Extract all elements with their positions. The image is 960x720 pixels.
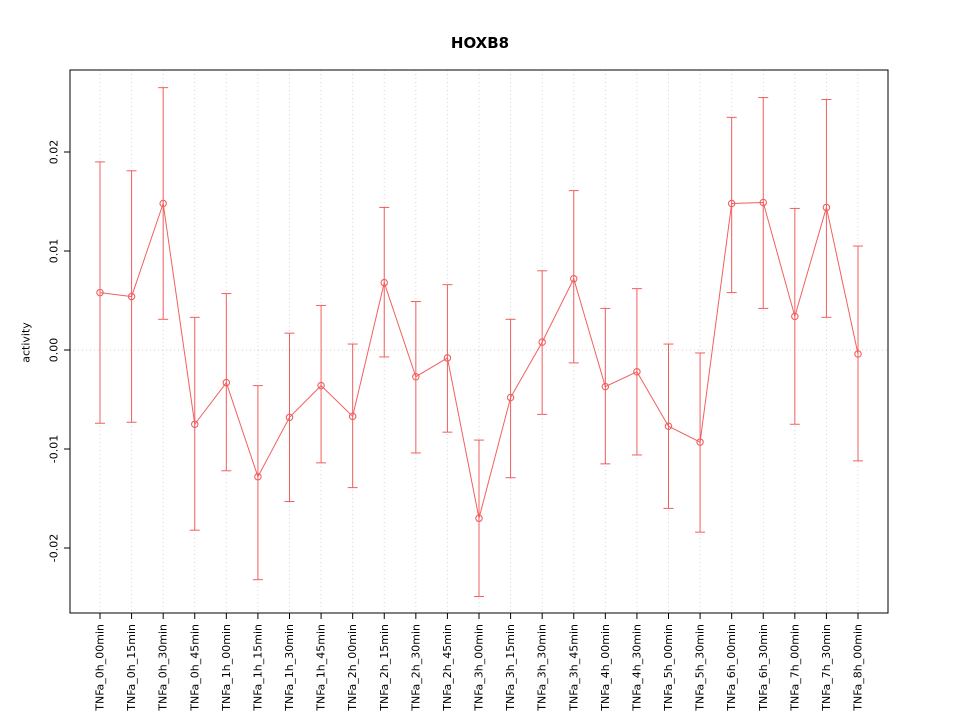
svg-text:TNFa_8h_00min: TNFa_8h_00min — [852, 624, 865, 712]
svg-text:TNFa_5h_30min: TNFa_5h_30min — [694, 624, 707, 712]
svg-text:TNFa_2h_45min: TNFa_2h_45min — [441, 624, 454, 712]
svg-text:0.02: 0.02 — [48, 140, 61, 165]
svg-text:0.01: 0.01 — [48, 239, 61, 264]
svg-text:TNFa_0h_45min: TNFa_0h_45min — [188, 624, 201, 712]
svg-text:TNFa_5h_00min: TNFa_5h_00min — [662, 624, 675, 712]
svg-text:TNFa_4h_00min: TNFa_4h_00min — [599, 624, 612, 712]
svg-text:TNFa_7h_30min: TNFa_7h_30min — [820, 624, 833, 712]
svg-text:-0.02: -0.02 — [48, 534, 61, 562]
svg-text:TNFa_2h_30min: TNFa_2h_30min — [409, 624, 422, 712]
svg-text:TNFa_4h_30min: TNFa_4h_30min — [630, 624, 643, 712]
svg-text:TNFa_0h_30min: TNFa_0h_30min — [157, 624, 170, 712]
svg-text:TNFa_0h_15min: TNFa_0h_15min — [125, 624, 138, 712]
chart-title: HOXB8 — [450, 34, 510, 52]
svg-text:TNFa_1h_00min: TNFa_1h_00min — [220, 624, 233, 712]
svg-text:TNFa_2h_15min: TNFa_2h_15min — [378, 624, 391, 712]
svg-text:TNFa_3h_30min: TNFa_3h_30min — [536, 624, 549, 712]
svg-text:0.00: 0.00 — [48, 338, 61, 363]
svg-text:TNFa_6h_00min: TNFa_6h_00min — [725, 624, 738, 712]
svg-text:TNFa_0h_00min: TNFa_0h_00min — [94, 624, 107, 712]
svg-text:TNFa_1h_15min: TNFa_1h_15min — [251, 624, 264, 712]
svg-text:TNFa_7h_00min: TNFa_7h_00min — [788, 624, 801, 712]
svg-text:TNFa_1h_30min: TNFa_1h_30min — [283, 624, 296, 712]
svg-text:TNFa_3h_00min: TNFa_3h_00min — [473, 624, 486, 712]
svg-text:TNFa_1h_45min: TNFa_1h_45min — [315, 624, 328, 712]
svg-text:TNFa_2h_00min: TNFa_2h_00min — [346, 624, 359, 712]
svg-text:TNFa_3h_15min: TNFa_3h_15min — [504, 624, 517, 712]
svg-text:TNFa_6h_30min: TNFa_6h_30min — [757, 624, 770, 712]
svg-text:-0.01: -0.01 — [48, 435, 61, 463]
svg-text:TNFa_3h_45min: TNFa_3h_45min — [567, 624, 580, 712]
